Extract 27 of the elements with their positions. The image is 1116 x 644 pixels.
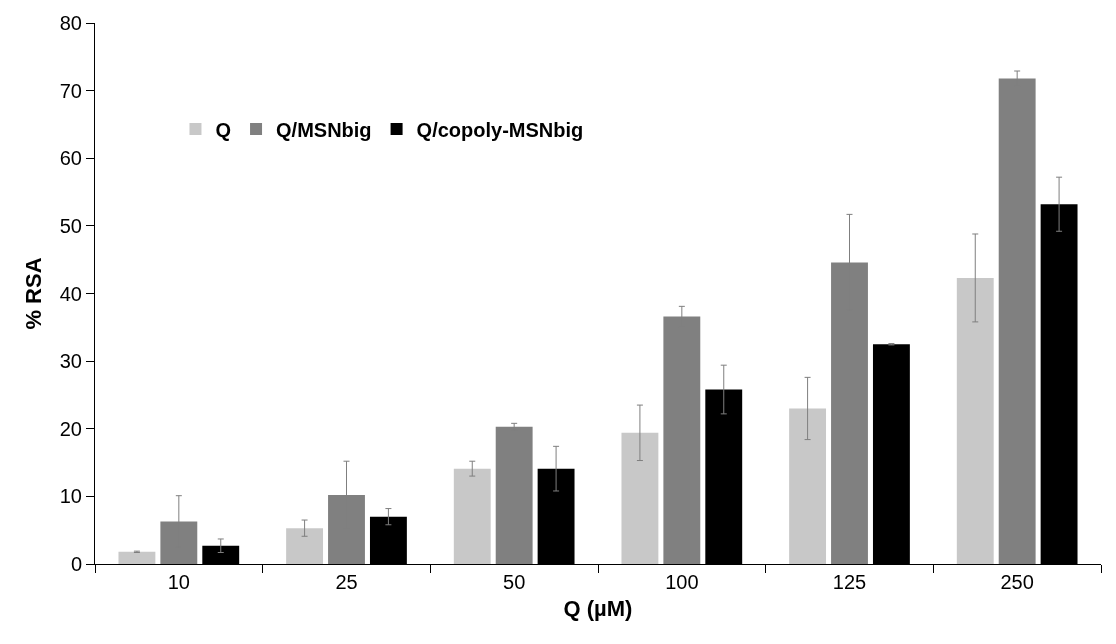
bar bbox=[453, 468, 491, 564]
y-tick-label: 0 bbox=[70, 553, 82, 575]
y-tick-label: 20 bbox=[59, 417, 82, 440]
legend-label: Q/MSNbig bbox=[276, 118, 372, 141]
y-tick-label: 10 bbox=[59, 485, 82, 508]
x-tick-label: 10 bbox=[167, 571, 190, 593]
x-tick-label: 25 bbox=[335, 571, 358, 593]
bar bbox=[118, 551, 156, 564]
x-tick-label: 250 bbox=[1000, 571, 1034, 593]
bar bbox=[956, 277, 994, 564]
legend-label: Q bbox=[215, 118, 232, 141]
x-tick-label: 50 bbox=[503, 571, 526, 593]
y-tick-label: 50 bbox=[59, 214, 82, 237]
legend-label: Q/copoly-MSNbig bbox=[416, 118, 584, 141]
bar bbox=[621, 432, 659, 564]
y-tick-label: 70 bbox=[59, 79, 82, 102]
bar bbox=[789, 408, 827, 564]
y-tick-label: 60 bbox=[59, 147, 82, 170]
y-tick-label: 80 bbox=[59, 12, 82, 34]
y-tick-label: 30 bbox=[59, 350, 82, 373]
x-tick-label: 100 bbox=[665, 571, 699, 593]
x-axis-title: Q (µM) bbox=[563, 595, 633, 621]
y-axis-title: % RSA bbox=[20, 257, 46, 330]
bar bbox=[286, 528, 324, 564]
y-tick-label: 40 bbox=[59, 282, 82, 305]
x-tick-label: 125 bbox=[832, 571, 867, 593]
bar bbox=[495, 426, 533, 564]
